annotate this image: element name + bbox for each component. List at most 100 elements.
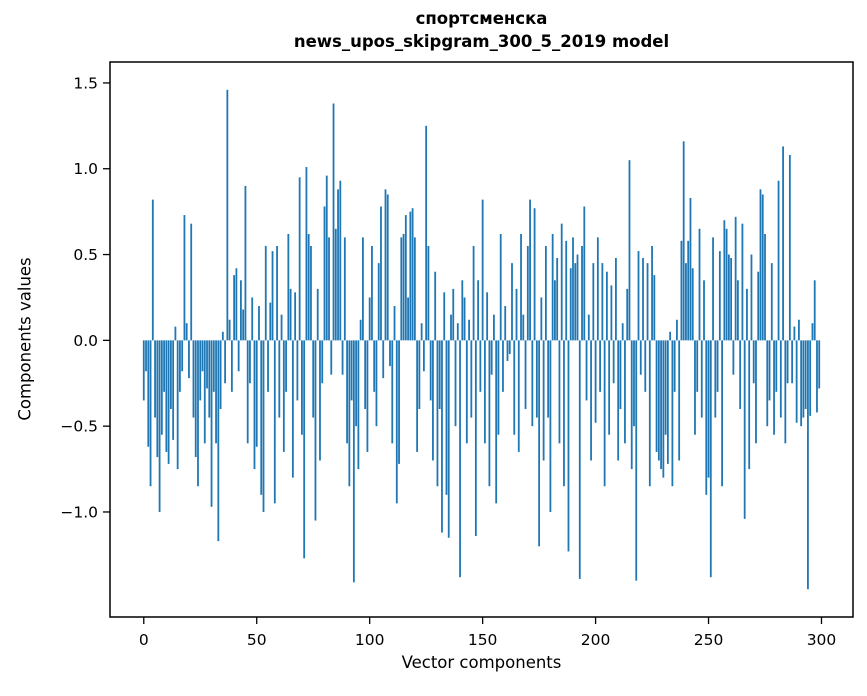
bar [368,297,371,341]
bar [734,216,737,341]
bar [551,233,554,341]
bar [375,340,378,427]
bar [151,199,154,341]
bar [511,263,513,341]
bar [689,197,692,341]
bar [210,340,213,507]
bar [486,292,489,341]
bar [258,306,260,341]
bar [788,155,791,341]
bar [642,257,644,341]
bar [341,340,344,375]
bar [517,340,520,452]
bar [520,233,522,341]
bar [316,288,319,341]
bar [291,340,294,478]
bar [773,340,775,435]
bar [197,340,199,487]
bar [185,323,188,341]
bar [594,340,597,423]
bar [158,340,161,512]
bar [194,340,197,458]
chart-title-model: news_upos_skipgram_300_5_2019 model [293,32,670,51]
bar [608,340,611,435]
bar [160,340,163,435]
bar [544,245,547,341]
bar [603,340,606,487]
bar [761,194,764,341]
bar [436,340,439,487]
bar [355,340,358,427]
bar [538,340,541,547]
bar [215,340,217,444]
bar [795,340,798,423]
bar [770,263,773,341]
bar [610,285,613,341]
bar [800,340,803,427]
bar [508,340,511,355]
bar [192,340,195,418]
bar [547,340,550,418]
bar [260,340,263,495]
bar [540,297,543,341]
bar [366,340,369,452]
bar [314,340,317,521]
bar [569,268,572,341]
bar [664,340,667,435]
bar [721,340,723,487]
bar [452,288,455,341]
bar [669,331,672,341]
bar [515,288,518,341]
bar [585,340,588,401]
bar [206,340,208,389]
bar [807,340,809,590]
bar [246,340,249,444]
bar [339,180,342,341]
bar [359,319,362,341]
bar [644,340,647,392]
bar [651,245,653,341]
bar [332,103,335,341]
bar [743,340,746,519]
bar [393,306,396,341]
bar [718,251,721,341]
bar [786,340,789,384]
bar [253,340,256,470]
x-tick-label: 250 [694,631,724,649]
bar [404,215,407,341]
bar [617,340,620,461]
bar [450,314,452,341]
bar [619,340,622,410]
bar [362,237,364,341]
bar [671,340,674,487]
bar [422,340,425,372]
bar [147,340,150,447]
bar [454,340,457,427]
bar [811,323,814,341]
bar [775,340,778,392]
bar [380,206,382,341]
bar [782,146,784,341]
bar [694,340,696,435]
bar [221,331,224,341]
bar [739,340,742,410]
bar [757,271,760,341]
bar [280,314,283,341]
bar [712,237,714,341]
bar [685,263,687,341]
bar [488,340,491,487]
bar [768,340,771,401]
bar [142,340,145,401]
bar [784,340,787,444]
bar [251,297,254,341]
bar [615,257,617,341]
bar [531,340,534,427]
plot-border [109,61,854,618]
bar [813,280,816,341]
bar [587,314,590,341]
y-tick-label: 1.5 [73,74,98,92]
bar [628,160,631,341]
bar [558,340,561,444]
chart-title-word: спортсменска [415,9,548,28]
